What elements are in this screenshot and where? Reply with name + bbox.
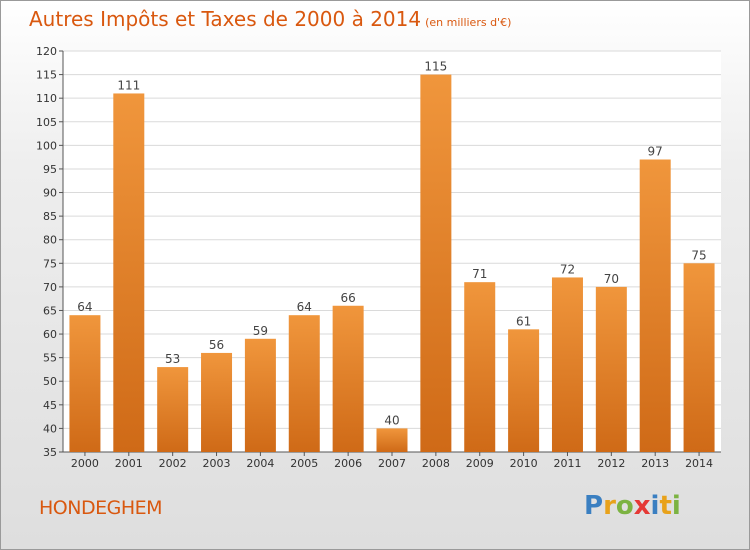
x-tick-label: 2004 <box>246 457 274 470</box>
bar <box>157 367 189 452</box>
y-tick-label: 70 <box>43 281 57 294</box>
x-tick-label: 2006 <box>334 457 362 470</box>
y-tick-label: 50 <box>43 375 57 388</box>
value-label: 111 <box>117 78 140 92</box>
y-tick-label: 105 <box>36 116 57 129</box>
logo-letter: P <box>584 491 604 521</box>
bar <box>113 93 145 452</box>
x-tick-label: 2002 <box>159 457 187 470</box>
bar <box>683 263 715 452</box>
bar <box>244 338 276 452</box>
value-label: 72 <box>560 262 575 276</box>
value-label: 53 <box>165 352 180 366</box>
bar <box>69 315 101 452</box>
commune-name: HONDEGHEM <box>39 497 163 519</box>
value-label: 97 <box>648 145 663 159</box>
y-tick-label: 75 <box>43 257 57 270</box>
y-tick-label: 90 <box>43 187 57 200</box>
y-tick-label: 35 <box>43 446 57 459</box>
logo-letter: r <box>603 491 616 521</box>
value-label: 56 <box>209 338 224 352</box>
x-tick-label: 2001 <box>115 457 143 470</box>
chart-title-main: Autres Impôts et Taxes de 2000 à 2014 <box>29 7 422 31</box>
bar <box>288 315 320 452</box>
bar <box>332 305 364 452</box>
x-tick-label: 2014 <box>685 457 713 470</box>
x-tick-label: 2000 <box>71 457 99 470</box>
y-tick-label: 80 <box>43 234 57 247</box>
y-tick-label: 95 <box>43 163 57 176</box>
value-label: 61 <box>516 314 531 328</box>
y-tick-label: 115 <box>36 69 57 82</box>
y-tick-label: 100 <box>36 139 57 152</box>
chart-title: Autres Impôts et Taxes de 2000 à 2014 (en… <box>29 7 511 31</box>
x-tick-label: 2011 <box>553 457 581 470</box>
value-label: 71 <box>472 267 487 281</box>
y-tick-label: 65 <box>43 304 57 317</box>
logo-letter: i <box>650 491 660 521</box>
chart-title-unit: (en milliers d'€) <box>425 16 512 29</box>
x-tick-label: 2012 <box>597 457 625 470</box>
bar <box>508 329 540 452</box>
y-tick-label: 85 <box>43 210 57 223</box>
x-tick-label: 2010 <box>510 457 538 470</box>
value-label: 64 <box>297 300 312 314</box>
y-tick-label: 45 <box>43 399 57 412</box>
value-label: 70 <box>604 272 619 286</box>
x-tick-label: 2013 <box>641 457 669 470</box>
bar <box>420 74 452 453</box>
y-tick-label: 55 <box>43 352 57 365</box>
x-tick-label: 2008 <box>422 457 450 470</box>
y-tick-label: 60 <box>43 328 57 341</box>
x-tick-label: 2007 <box>378 457 406 470</box>
proxiti-logo: Proxiti <box>584 491 681 521</box>
bar <box>464 282 496 452</box>
value-label: 59 <box>253 324 268 338</box>
logo-letter: i <box>671 491 681 521</box>
value-label: 115 <box>424 60 447 74</box>
y-tick-label: 40 <box>43 422 57 435</box>
logo-letter: t <box>659 491 672 521</box>
bar <box>595 286 627 452</box>
logo-letter: o <box>615 491 634 521</box>
value-label: 40 <box>384 413 399 427</box>
bar <box>201 352 233 452</box>
x-tick-label: 2005 <box>290 457 318 470</box>
y-tick-label: 110 <box>36 92 57 105</box>
value-label: 75 <box>691 248 706 262</box>
value-label: 64 <box>77 300 92 314</box>
logo-letter: x <box>633 491 651 521</box>
y-tick-label: 120 <box>36 45 57 58</box>
x-tick-label: 2003 <box>203 457 231 470</box>
bar <box>551 277 583 452</box>
bar <box>639 159 671 452</box>
bar <box>376 428 408 452</box>
x-tick-label: 2009 <box>466 457 494 470</box>
value-label: 66 <box>340 291 355 305</box>
